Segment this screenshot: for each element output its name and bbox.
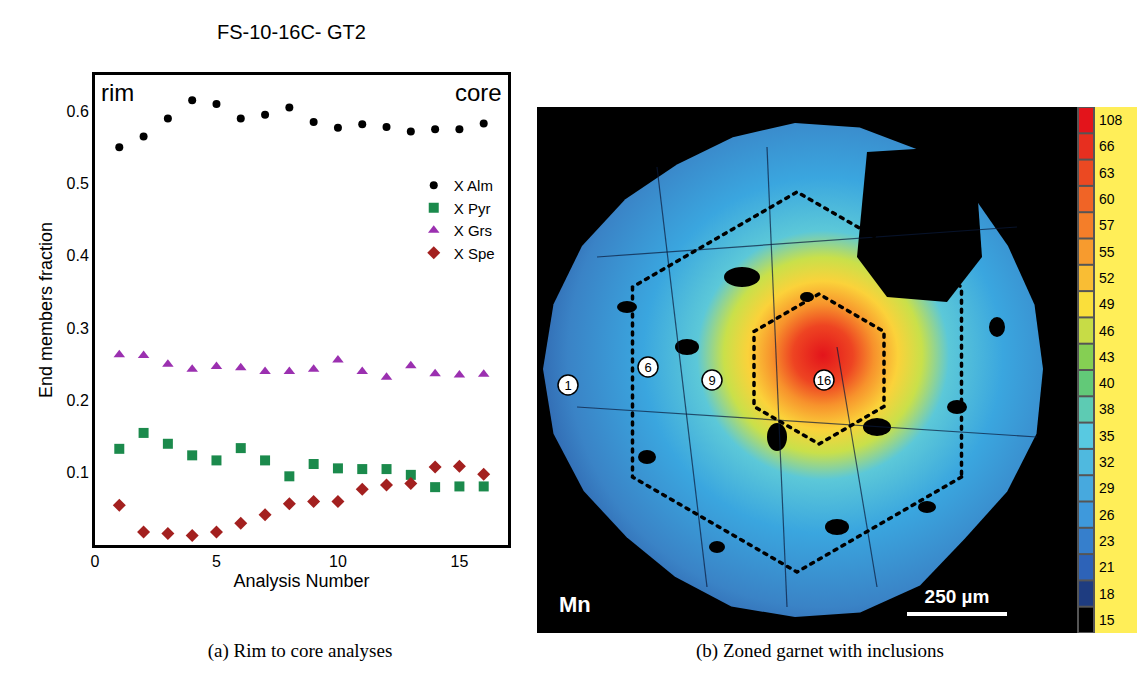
svg-text:52: 52: [1099, 270, 1115, 286]
svg-text:15: 15: [451, 553, 469, 570]
svg-text:35: 35: [1099, 428, 1115, 444]
svg-text:0.3: 0.3: [67, 320, 89, 337]
svg-text:63: 63: [1099, 165, 1115, 181]
svg-text:60: 60: [1099, 191, 1115, 207]
svg-text:9: 9: [708, 373, 715, 388]
svg-text:X Pyr: X Pyr: [454, 200, 491, 217]
svg-text:End members fraction: End members fraction: [36, 222, 56, 398]
svg-text:0.6: 0.6: [67, 103, 89, 120]
svg-text:10: 10: [329, 553, 347, 570]
svg-text:26: 26: [1099, 507, 1115, 523]
svg-text:15: 15: [1099, 612, 1115, 628]
svg-text:0.1: 0.1: [67, 464, 89, 481]
svg-text:6: 6: [644, 360, 651, 375]
html-text:(b) Zoned garnet with inclusio: (b) Zoned garnet with inclusions: [696, 640, 944, 661]
svg-text:38: 38: [1099, 401, 1115, 417]
svg-text:108: 108: [1099, 112, 1123, 128]
svg-text:55: 55: [1099, 244, 1115, 260]
svg-text:1: 1: [564, 378, 571, 393]
svg-text:18: 18: [1099, 586, 1115, 602]
svg-text:Analysis Number: Analysis Number: [233, 571, 369, 591]
svg-text:46: 46: [1099, 323, 1115, 339]
svg-text:32: 32: [1099, 454, 1115, 470]
svg-text:core: core: [455, 79, 502, 106]
svg-text:49: 49: [1099, 296, 1115, 312]
svg-text:43: 43: [1099, 349, 1115, 365]
svg-text:250 µm: 250 µm: [925, 586, 990, 607]
svg-text:X Grs: X Grs: [454, 222, 492, 239]
svg-text:0.4: 0.4: [67, 247, 89, 264]
svg-text:FS-10-16C- GT2: FS-10-16C- GT2: [217, 21, 366, 43]
svg-text:66: 66: [1099, 138, 1115, 154]
svg-text:0.2: 0.2: [67, 392, 89, 409]
svg-text:57: 57: [1099, 217, 1115, 233]
svg-text:X Alm: X Alm: [454, 177, 493, 194]
svg-text:21: 21: [1099, 559, 1115, 575]
svg-text:X Spe: X Spe: [454, 245, 495, 262]
svg-text:rim: rim: [101, 79, 134, 106]
svg-text:0: 0: [91, 553, 100, 570]
svg-text:5: 5: [212, 553, 221, 570]
svg-text:0.5: 0.5: [67, 175, 89, 192]
svg-text:40: 40: [1099, 375, 1115, 391]
svg-text:29: 29: [1099, 480, 1115, 496]
svg-text:Mn: Mn: [559, 592, 591, 617]
html-text:(a) Rim to core analyses: (a) Rim to core analyses: [207, 640, 393, 661]
svg-text:23: 23: [1099, 533, 1115, 549]
svg-text:16: 16: [817, 373, 831, 388]
